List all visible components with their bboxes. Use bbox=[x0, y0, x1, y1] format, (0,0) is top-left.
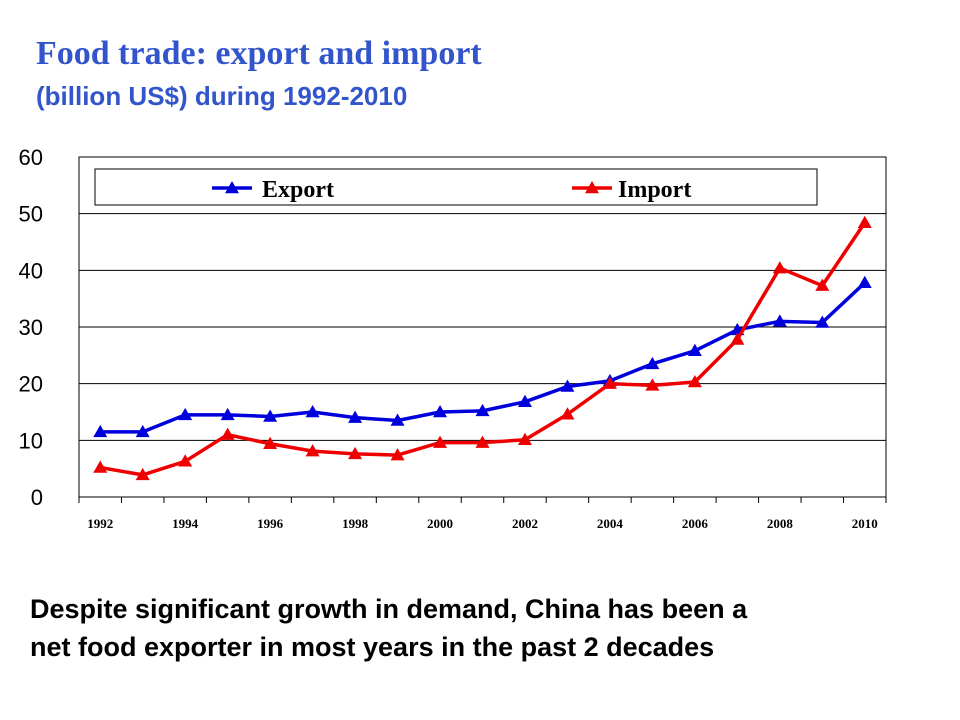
import-data-point bbox=[857, 215, 872, 228]
import-data-point bbox=[687, 374, 702, 388]
export-data-point bbox=[475, 403, 490, 417]
export-data-point bbox=[348, 410, 363, 423]
export-legend-label: Export bbox=[262, 177, 334, 203]
y-tick-label: 60 bbox=[19, 145, 43, 170]
x-tick-label: 2010 bbox=[852, 516, 878, 531]
import-legend-label: Import bbox=[618, 177, 691, 203]
export-data-point bbox=[135, 424, 150, 438]
legend-box bbox=[94, 168, 818, 206]
x-tick-label: 2006 bbox=[682, 516, 709, 531]
export-data-point bbox=[433, 405, 448, 418]
y-tick-label: 10 bbox=[19, 428, 43, 453]
x-tick-label: 1998 bbox=[342, 516, 369, 531]
x-tick-label: 2000 bbox=[427, 516, 453, 531]
y-tick-label: 50 bbox=[19, 202, 43, 227]
export-data-point bbox=[93, 424, 108, 438]
import-data-point bbox=[517, 432, 532, 446]
import-data-point bbox=[560, 407, 575, 420]
import-data-point bbox=[263, 436, 278, 449]
y-axis-ticks: 0 10 20 30 40 50 60 bbox=[19, 145, 43, 510]
import-data-point bbox=[645, 378, 660, 391]
import-data-point bbox=[348, 446, 363, 460]
series-layer bbox=[93, 215, 872, 481]
y-tick-label: 0 bbox=[31, 485, 43, 510]
x-tick-label: 2004 bbox=[597, 516, 624, 531]
caption-text: Despite significant growth in demand, Ch… bbox=[30, 590, 930, 666]
x-axis-ticks: 1992 1994 1996 1998 2000 2002 2004 2006 2008 2010 bbox=[78, 497, 887, 531]
import-data-point bbox=[730, 332, 745, 345]
x-tick-label: 1996 bbox=[257, 516, 284, 531]
x-tick-label: 2002 bbox=[512, 516, 538, 531]
import-data-point bbox=[772, 261, 787, 274]
export-data-point bbox=[772, 314, 787, 327]
export-data-point bbox=[857, 275, 872, 289]
x-tick-label: 2008 bbox=[767, 516, 794, 531]
import-data-point bbox=[602, 376, 617, 389]
y-tick-label: 30 bbox=[19, 315, 43, 340]
y-tick-label: 40 bbox=[19, 258, 43, 283]
import-data-point bbox=[220, 427, 235, 440]
import-data-point bbox=[390, 448, 405, 461]
import-legend-marker bbox=[585, 181, 599, 194]
export-data-point bbox=[220, 407, 235, 421]
import-data-point bbox=[433, 435, 448, 448]
export-data-point bbox=[687, 343, 702, 357]
plot-area-frame bbox=[78, 156, 887, 498]
y-tick-label: 20 bbox=[19, 372, 43, 397]
export-data-point bbox=[560, 379, 575, 392]
import-data-point bbox=[178, 454, 193, 467]
chart-legend: Export Import bbox=[94, 168, 818, 206]
export-data-point bbox=[815, 315, 830, 328]
export-data-point bbox=[517, 394, 532, 408]
x-tick-label: 1992 bbox=[87, 516, 113, 531]
export-data-point bbox=[263, 409, 278, 422]
export-data-point bbox=[178, 407, 193, 421]
caption-line-2: net food exporter in most years in the p… bbox=[30, 632, 715, 662]
export-data-point bbox=[645, 356, 660, 370]
chart-title: Food trade: export and import bbox=[36, 35, 482, 72]
food-trade-line-chart: 0 10 20 30 40 50 60 1992 1994 1996 1998 2000 2002 20… bbox=[19, 145, 887, 531]
import-data-point bbox=[305, 444, 320, 457]
import-data-point bbox=[815, 278, 830, 291]
caption-line-1: Despite significant growth in demand, Ch… bbox=[30, 594, 748, 624]
export-data-point bbox=[390, 413, 405, 426]
import-data-point bbox=[135, 467, 150, 481]
import-data-point bbox=[93, 460, 108, 473]
export-legend-marker bbox=[225, 181, 239, 194]
chart-subtitle: (billion US$) during 1992-2010 bbox=[36, 81, 408, 111]
x-tick-label: 1994 bbox=[172, 516, 199, 531]
export-data-point bbox=[305, 405, 320, 418]
import-data-point bbox=[475, 435, 490, 448]
